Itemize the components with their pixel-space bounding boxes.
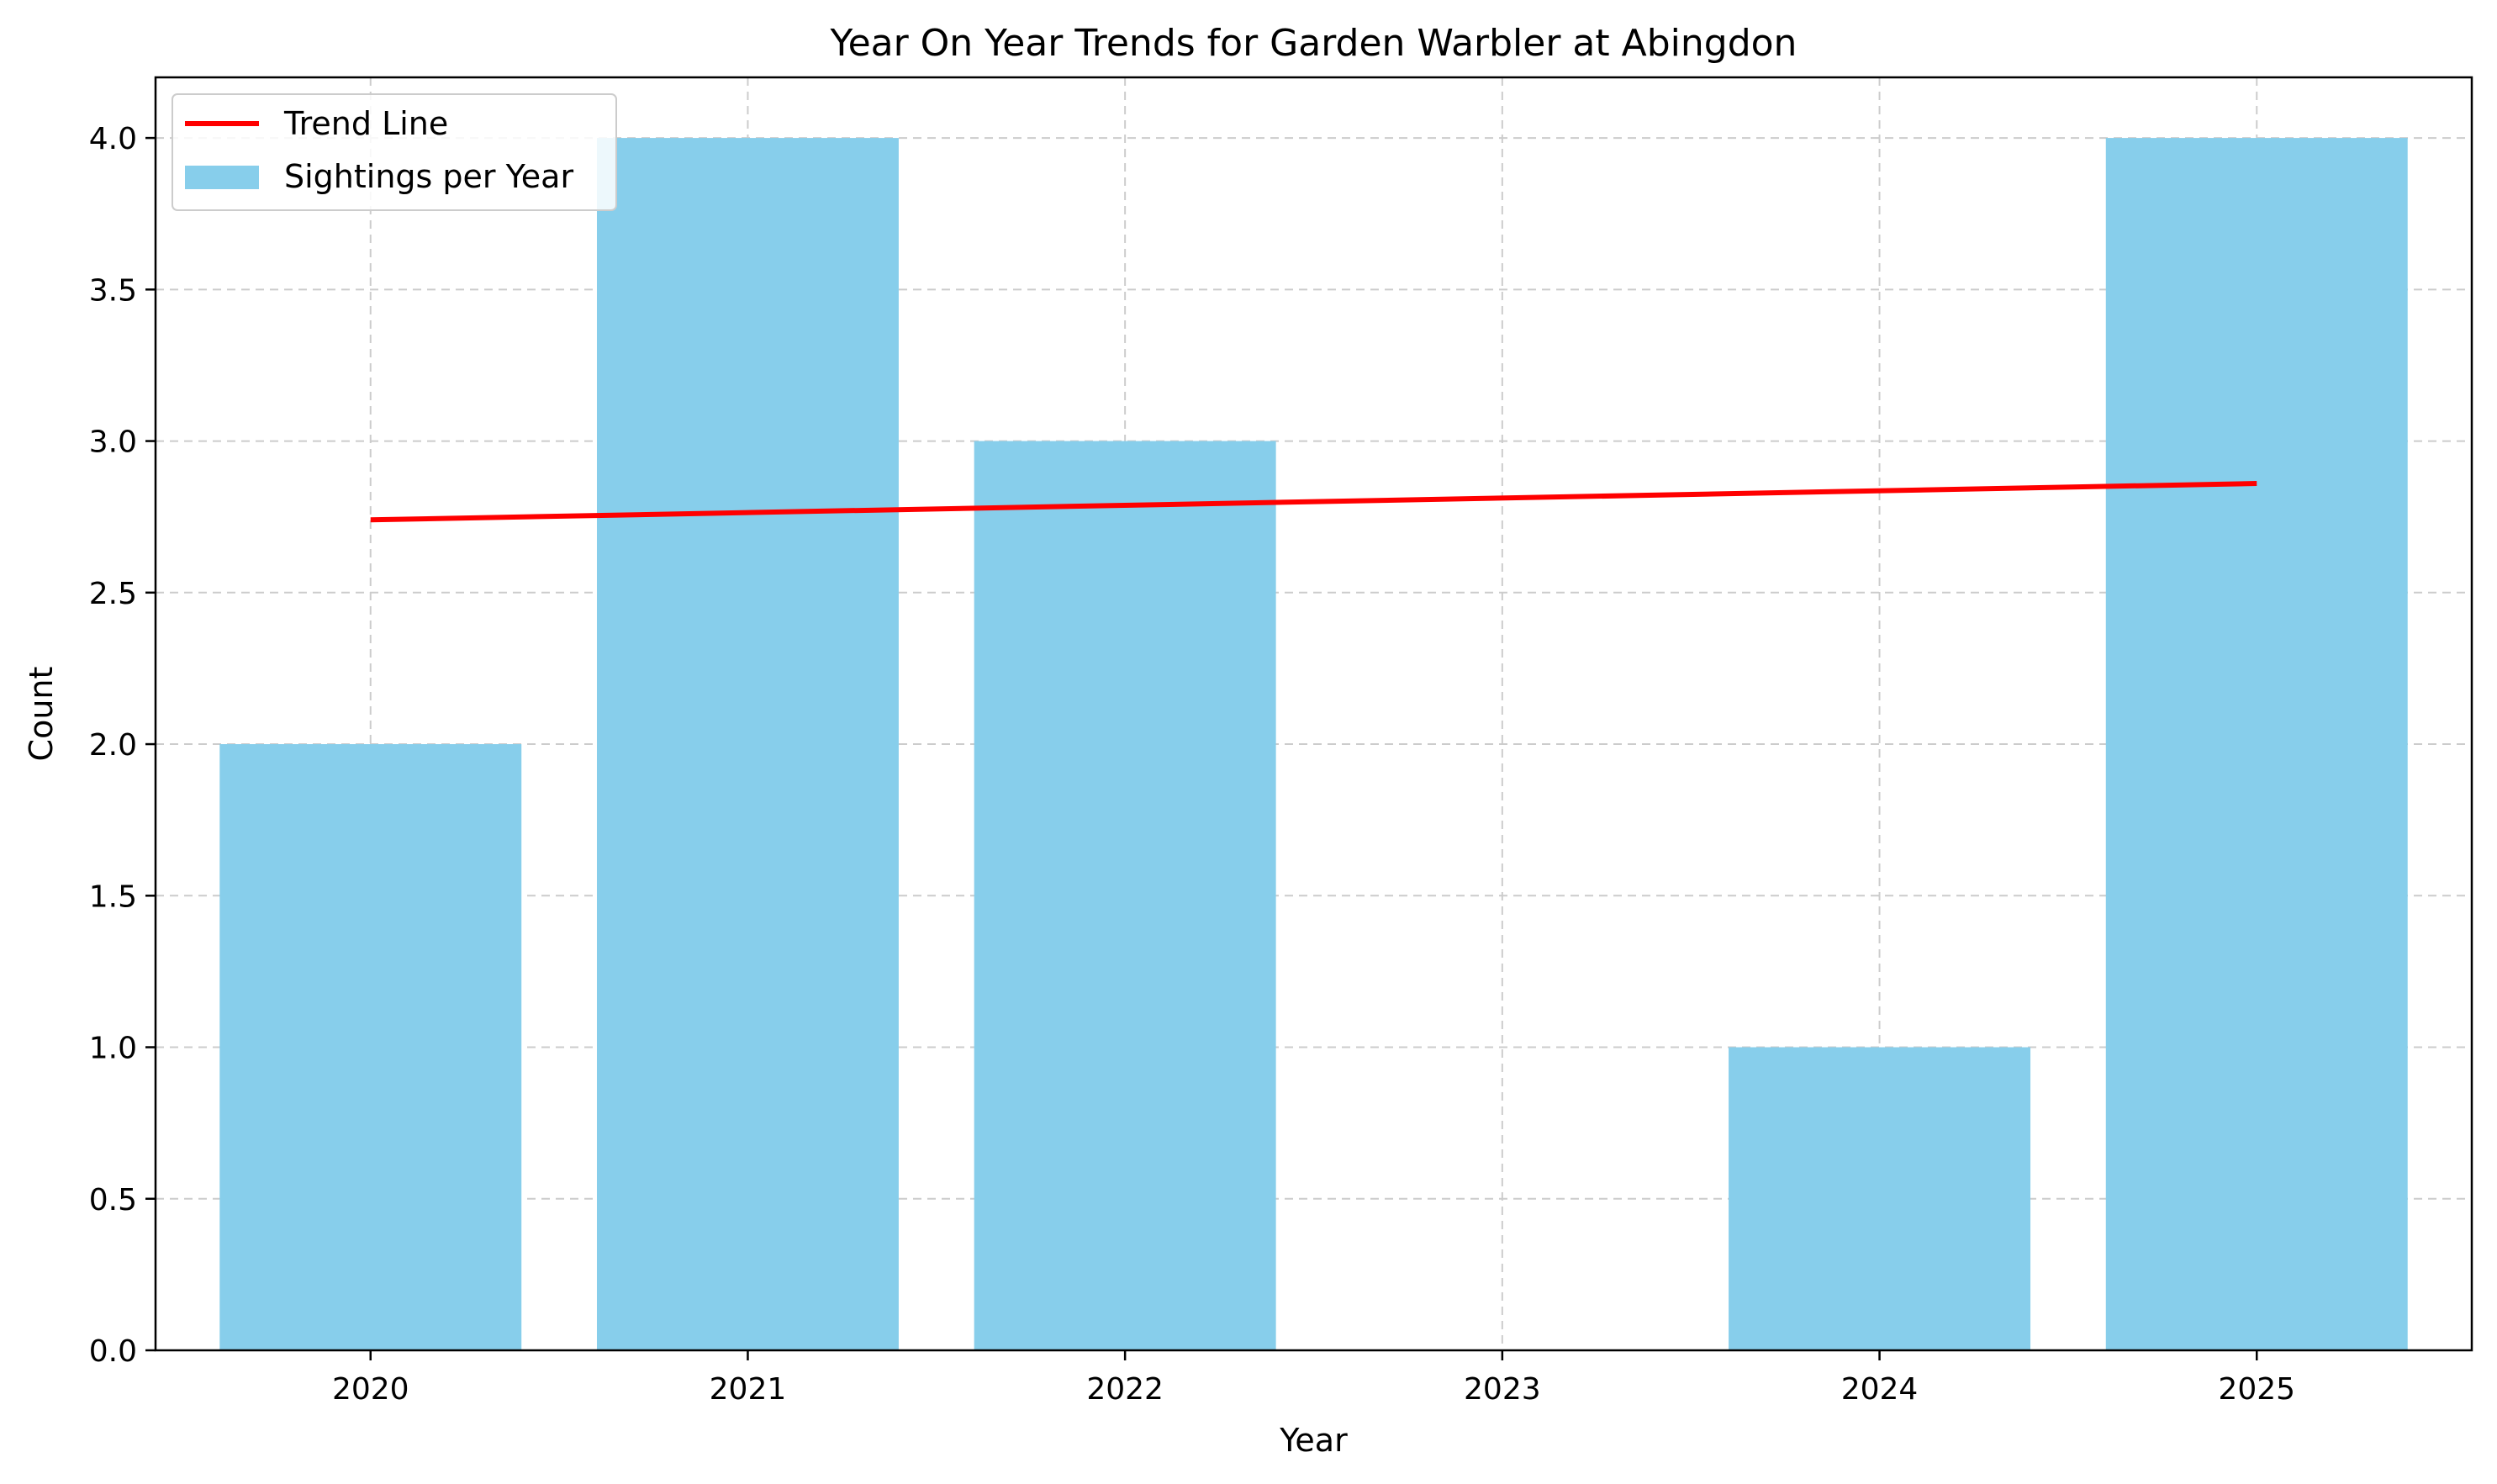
y-tick-label-2.5: 2.5 [89, 577, 137, 611]
legend-sightings-label: Sightings per Year [284, 158, 573, 195]
chart-title: Year On Year Trends for Garden Warbler a… [830, 22, 1798, 65]
bars [219, 138, 2408, 1351]
trend-line [370, 481, 2257, 523]
legend-sightings-swatch [185, 166, 259, 189]
y-tick-label-3.0: 3.0 [89, 425, 137, 460]
legend: Trend Line Sightings per Year [172, 93, 617, 211]
bar-2024 [1729, 1047, 2031, 1350]
x-tick-label-2022: 2022 [1086, 1372, 1164, 1407]
trend-line-group [370, 481, 2257, 523]
x-tick-label-2024: 2024 [1841, 1372, 1919, 1407]
y-tick-label-3.5: 3.5 [89, 273, 137, 308]
legend-trend-line-label: Trend Line [283, 105, 448, 142]
bar-2022 [974, 441, 1276, 1350]
y-axis: 0.0 0.5 1.0 1.5 2.0 2.5 3.0 3.5 4.0 [89, 122, 156, 1369]
x-axis: 2020 2021 2022 2023 2024 2025 [332, 1350, 2295, 1407]
y-tick-label-1.0: 1.0 [89, 1032, 137, 1066]
bar-2021 [596, 138, 899, 1351]
x-tick-label-2021: 2021 [710, 1372, 787, 1407]
plot-frame [154, 76, 2473, 1352]
y-tick-label-1.5: 1.5 [89, 879, 137, 914]
y-tick-label-2.0: 2.0 [89, 728, 137, 763]
x-tick-label-2020: 2020 [332, 1372, 409, 1407]
legend-box [172, 93, 617, 211]
y-tick-label-4.0: 4.0 [89, 122, 137, 156]
bar-2020 [219, 744, 522, 1350]
y-tick-label-0.5: 0.5 [89, 1183, 137, 1217]
y-tick-label-0.0: 0.0 [89, 1334, 137, 1369]
x-tick-label-2025: 2025 [2218, 1372, 2295, 1407]
x-tick-label-2023: 2023 [1464, 1372, 1541, 1407]
bar-2025 [2105, 138, 2408, 1351]
x-axis-label: Year [1279, 1422, 1348, 1459]
y-axis-label: Count [23, 667, 60, 762]
